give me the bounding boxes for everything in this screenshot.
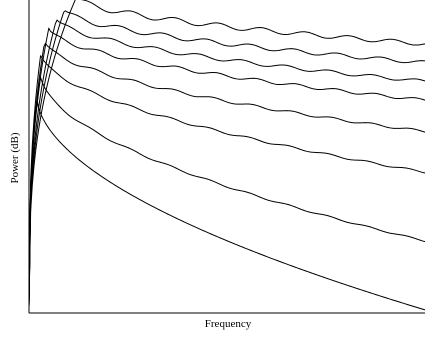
series-line-2 — [28, 76, 425, 308]
series-line-3 — [28, 55, 425, 308]
series-group — [28, 0, 425, 311]
x-axis-label: Frequency — [205, 318, 252, 330]
series-line-7 — [28, 10, 425, 308]
y-axis-label: Power (dB) — [9, 132, 21, 183]
series-line-6 — [28, 19, 425, 308]
series-line-1 — [28, 100, 425, 311]
series-line-4 — [28, 42, 425, 308]
series-line-8 — [28, 0, 425, 308]
series-line-5 — [28, 27, 425, 308]
